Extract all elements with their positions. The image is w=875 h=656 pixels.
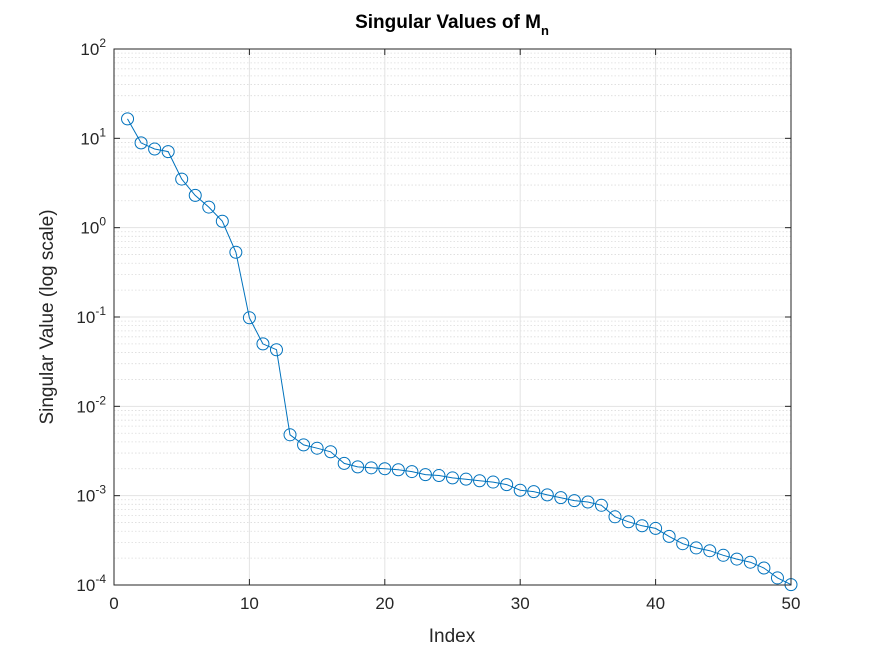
data-point <box>540 488 554 502</box>
y-tick-label: 10-2 <box>76 393 106 416</box>
x-tick-label: 10 <box>240 594 259 613</box>
data-point <box>513 483 527 497</box>
y-tick-label-base: 10 <box>80 219 99 238</box>
series-layer <box>121 112 798 592</box>
data-point <box>567 494 581 508</box>
data-point <box>161 145 175 159</box>
data-point <box>770 571 784 585</box>
data-point <box>269 343 283 357</box>
x-tick-label: 0 <box>109 594 118 613</box>
x-tick-label: 40 <box>646 594 665 613</box>
data-point <box>202 200 216 214</box>
data-point <box>256 337 270 351</box>
chart-title-subscript: n <box>541 23 549 38</box>
data-point <box>324 445 338 459</box>
y-tick-label-base: 10 <box>76 308 95 327</box>
x-tick-label: 20 <box>375 594 394 613</box>
data-point <box>554 491 568 505</box>
data-point <box>608 510 622 524</box>
data-point <box>391 463 405 477</box>
y-tick-label: 102 <box>80 36 106 59</box>
y-tick-label-base: 10 <box>80 40 99 59</box>
data-point <box>432 469 446 483</box>
y-tick-label-base: 10 <box>76 576 95 595</box>
data-point <box>446 471 459 485</box>
data-point <box>175 172 189 186</box>
y-tick-label-base: 10 <box>76 487 95 506</box>
y-tick-label-exponent: -4 <box>95 572 106 586</box>
y-tick-label-base: 10 <box>80 129 99 148</box>
data-point <box>283 428 297 442</box>
data-point <box>134 136 148 150</box>
data-point <box>242 311 256 325</box>
data-point <box>757 561 771 575</box>
y-tick-label-exponent: 1 <box>99 125 106 139</box>
data-point <box>351 460 365 474</box>
data-point <box>459 472 473 486</box>
data-point <box>405 465 419 479</box>
y-tick-label-base: 10 <box>76 397 95 416</box>
data-point <box>730 552 744 566</box>
y-tick-label: 10-1 <box>76 304 106 327</box>
x-tick-label: 30 <box>511 594 530 613</box>
data-point <box>188 188 202 202</box>
data-point <box>148 142 162 156</box>
x-tick-label: 50 <box>782 594 801 613</box>
y-tick-label-exponent: 0 <box>99 215 106 229</box>
data-point <box>743 555 757 569</box>
data-point <box>378 462 392 476</box>
data-point <box>364 461 378 475</box>
y-axis-label: Singular Value (log scale) <box>37 209 58 424</box>
data-point <box>486 475 500 489</box>
data-point <box>310 441 324 455</box>
y-tick-label-exponent: -3 <box>95 483 106 497</box>
y-tick-label-exponent: 2 <box>99 36 106 50</box>
data-point <box>473 474 487 488</box>
data-point <box>689 541 703 555</box>
data-point <box>676 537 690 551</box>
y-tick-label: 100 <box>80 215 106 238</box>
y-tick-label-exponent: -2 <box>95 393 106 407</box>
data-point <box>716 548 730 562</box>
data-point <box>581 495 595 509</box>
data-point <box>703 544 717 558</box>
data-point <box>635 519 649 533</box>
data-point <box>622 515 636 529</box>
data-point <box>662 529 676 543</box>
data-point <box>215 214 229 228</box>
data-point <box>418 468 432 482</box>
data-point <box>500 478 514 492</box>
data-point <box>297 438 311 452</box>
data-point <box>337 456 351 470</box>
data-point <box>594 498 608 512</box>
chart-title: Singular Values of Mn <box>355 12 549 38</box>
y-tick-label: 101 <box>80 125 106 148</box>
data-point <box>229 245 243 259</box>
x-axis-label: Index <box>429 626 476 647</box>
data-point <box>527 485 541 499</box>
chart-title-main: Singular Values of M <box>355 12 541 33</box>
series-line <box>127 118 792 586</box>
y-tick-label: 10-3 <box>76 483 106 506</box>
data-point <box>121 112 135 126</box>
y-tick-label: 10-4 <box>76 572 106 595</box>
y-tick-label-exponent: -1 <box>95 304 106 318</box>
grid <box>113 48 792 586</box>
data-point <box>649 521 663 535</box>
